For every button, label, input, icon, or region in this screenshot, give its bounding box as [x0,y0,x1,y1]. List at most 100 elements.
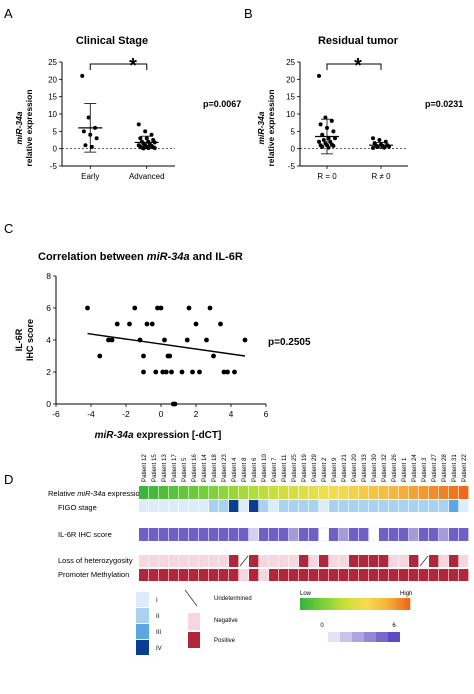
figo-cell [249,500,259,512]
panel-a-ylabel-line2: relative expression [24,89,34,166]
y-tick-label: 20 [48,75,57,84]
patient-label: Patient 15 [151,454,158,482]
patient-label: Patient 27 [431,454,438,482]
ihc-cell [159,528,169,541]
patient-label: Patient 23 [221,454,228,482]
data-point [317,73,321,78]
figo-legend-swatch [136,624,149,639]
patient-label: Patient 6 [251,457,258,482]
methylation-cell [269,569,279,581]
expression-cell [349,486,359,499]
data-point [149,132,154,137]
gradient-step [390,598,394,610]
patient-label: Patient 19 [301,454,308,482]
patient-label: Patient 21 [341,454,348,482]
ihc-legend-step [340,632,352,642]
data-point [158,305,164,311]
ihc-score-legend [316,632,400,642]
expression-cell [329,486,339,499]
data-point [152,140,157,145]
data-point [218,321,223,327]
panel-c-title-suffix: and IL-6R [190,251,243,263]
ihc-cell [239,528,249,541]
figo-cell [329,500,339,512]
data-point [109,337,115,343]
data-point [152,145,157,150]
figo-legend-swatch [136,640,149,655]
data-point [326,145,331,150]
expression-cell [429,486,439,499]
data-point [232,369,237,375]
legend-undetermined: Undetermined [214,596,252,602]
methylation-cell [459,569,469,581]
data-point [132,305,138,311]
ihc-cell [269,528,279,541]
expression-cell [339,486,349,499]
expression-cell [219,486,229,499]
panel-b-significance: * [354,55,362,77]
legend-positive-swatch [188,632,200,648]
data-point [320,132,325,137]
undetermined-legend-mark [184,589,198,607]
expression-cell [159,486,169,499]
legend-ihc-min: 0 [320,623,324,629]
figo-cell [409,500,419,512]
data-point [383,139,388,144]
y-tick-label: -5 [288,162,296,171]
panel-b-title: Residual tumor [318,35,399,47]
y-tick-label: 5 [53,127,58,136]
data-point [141,369,146,375]
patient-label: Patient 9 [331,457,338,482]
expression-cell [149,486,159,499]
loh-cell [219,555,229,567]
panel-c-ylabel-line1: IL-6R [14,328,24,351]
data-point [149,321,155,327]
patient-label: Patient 32 [381,454,388,482]
row-label-expression-suffix: expression [106,489,144,498]
loh-cell [349,555,359,567]
y-tick-label: 25 [48,58,57,67]
y-tick-label: 25 [286,58,295,67]
y-tick-label: 15 [286,93,295,102]
gradient-step [300,598,303,610]
expression-cell [239,486,249,499]
expression-cell [319,486,329,499]
loh-cell [459,555,469,567]
panel-c-chart: 0 2 4 6 8 -6 -4 -2 0 2 4 6 [46,271,268,419]
y-tick-label: 0 [46,399,51,409]
loh-cell [149,555,159,567]
ihc-cell [209,528,219,541]
expression-cell [139,486,149,499]
ihc-legend-step [388,632,400,642]
row-label-expression-italic: miR-34a [77,489,105,498]
patient-label: Patient 20 [351,454,358,482]
significance-bracket [326,63,382,70]
data-point [93,125,98,130]
data-point [141,353,146,359]
data-point [221,369,227,375]
ihc-cell [179,528,189,541]
panel-a-significance: * [129,55,137,77]
gradient-step [374,598,378,610]
data-point [321,138,326,142]
expression-cell [229,486,239,499]
data-point [146,145,151,150]
patient-label: Patient 16 [191,454,198,482]
data-point [204,337,209,343]
x-tick-label: R ≠ 0 [371,172,391,181]
patient-label: Patient 13 [161,454,168,482]
figo-cell [149,500,159,512]
row-label-il6r: IL-6R IHC score [58,530,112,539]
loh-cell [409,555,419,567]
panel-c-ylabel-line2: IHC score [25,319,35,361]
gradient-step [341,598,345,610]
data-point [106,337,111,343]
patient-label: Patient 2 [321,457,328,482]
patient-label: Patient 10 [261,454,268,482]
data-point [94,136,99,141]
loh-cell [229,555,239,567]
panel-a-title: Clinical Stage [76,35,148,47]
figo-cell [269,500,279,512]
data-point [382,145,387,150]
